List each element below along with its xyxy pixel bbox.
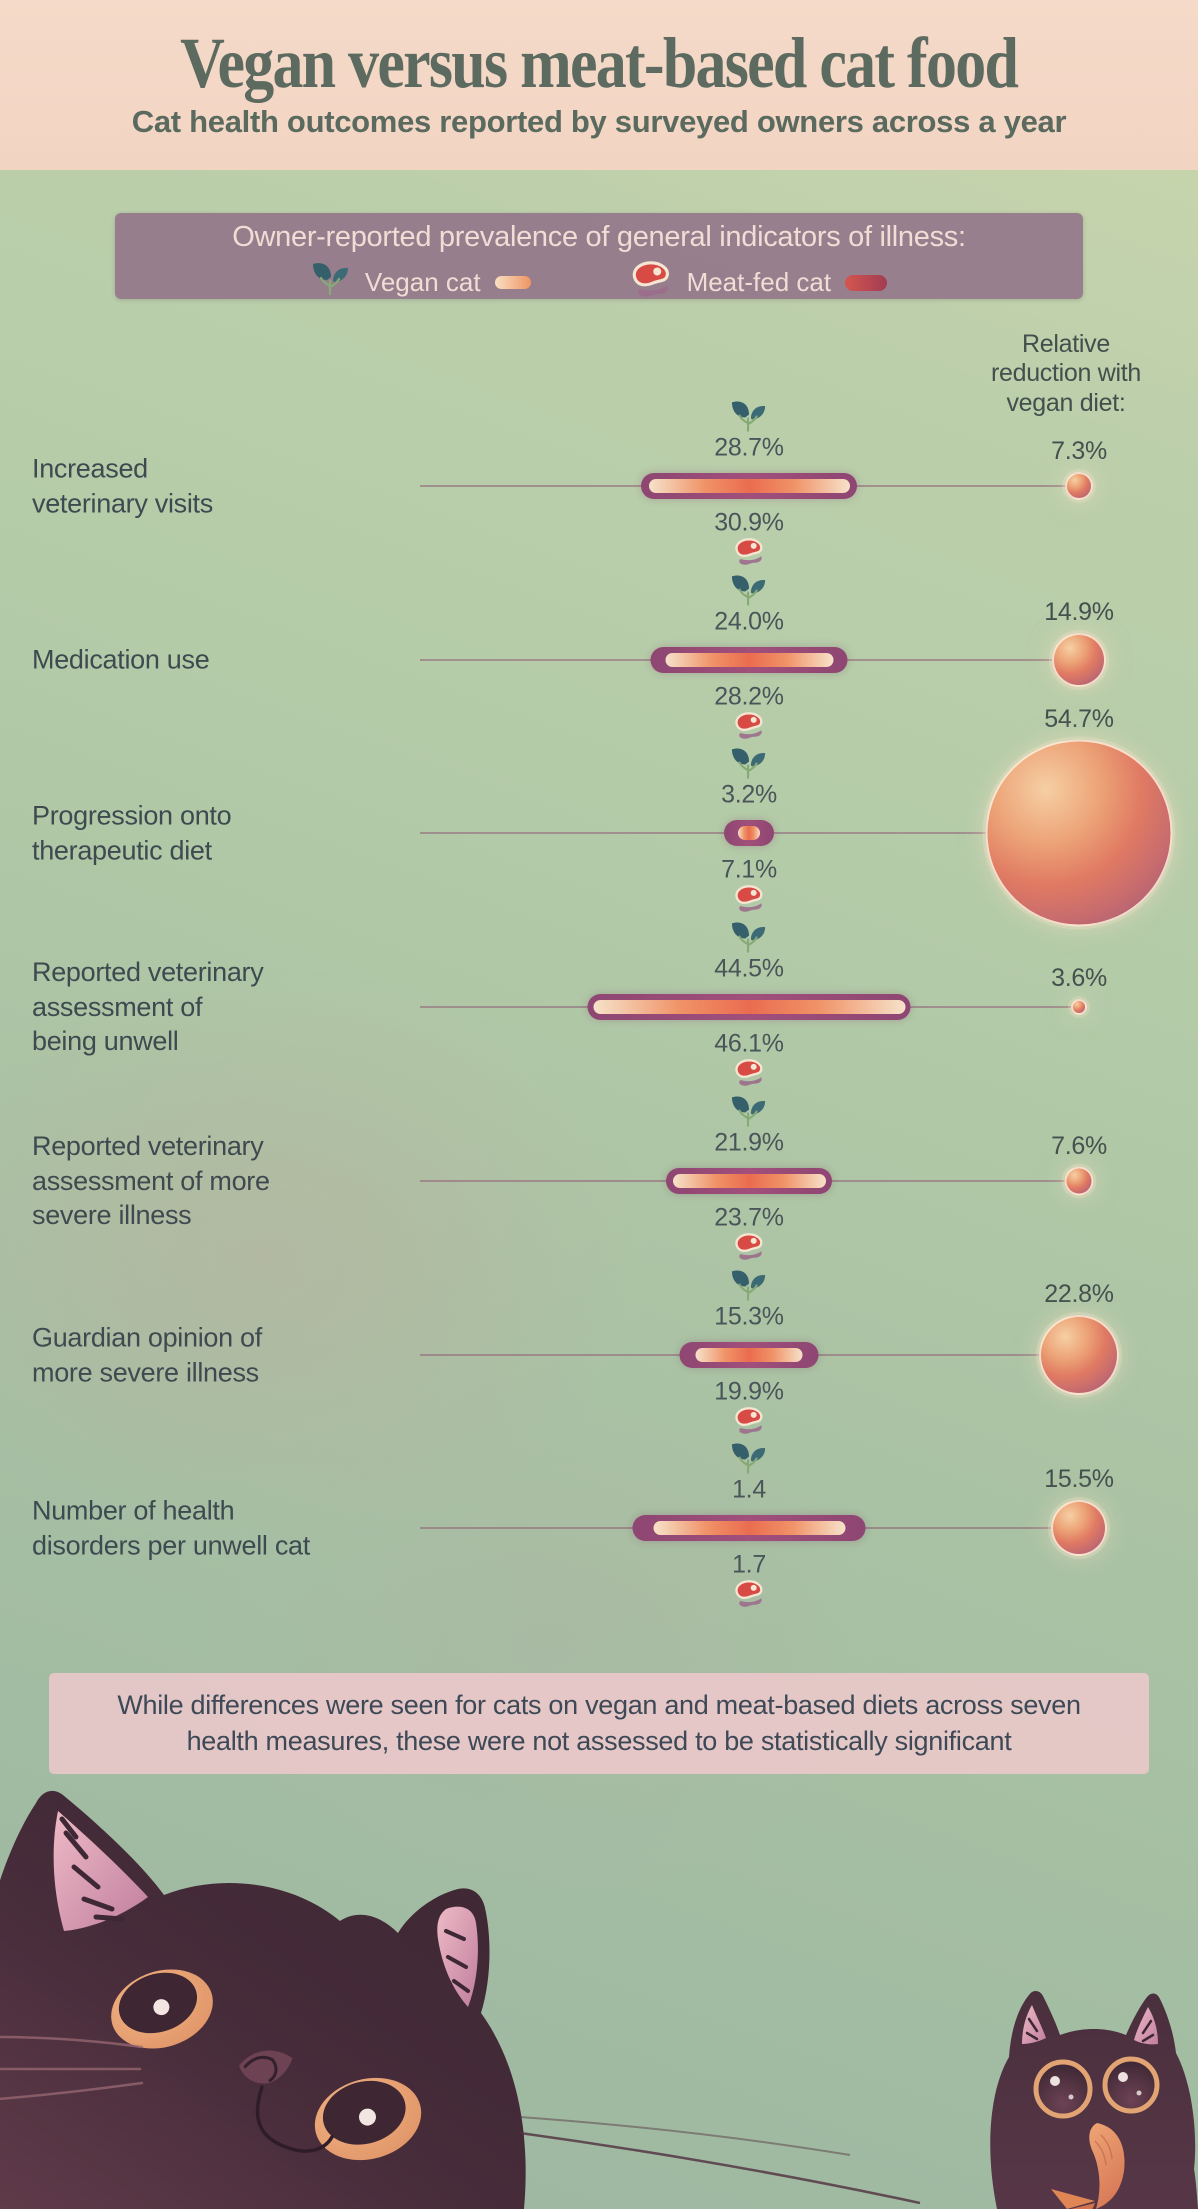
steak-icon	[733, 884, 765, 919]
leaf-icon	[730, 1441, 768, 1482]
meat-bar	[666, 1168, 832, 1194]
vegan-bar	[593, 1000, 905, 1014]
row-label: Number of health disorders per unwell ca…	[32, 1495, 310, 1560]
leaf-icon	[311, 260, 351, 305]
reduction-value-label: 3.6%	[1051, 964, 1107, 992]
vegan-value-label: 15.3%	[714, 1302, 784, 1331]
vegan-value-label: 44.5%	[714, 954, 784, 983]
reduction-value-label: 7.6%	[1051, 1131, 1107, 1160]
vegan-bar	[672, 1174, 826, 1188]
leaf-icon	[730, 399, 768, 440]
steak-icon	[733, 1406, 765, 1441]
leaf-icon	[730, 920, 768, 961]
cat-whisker-lines	[520, 2116, 921, 2205]
meat-bar	[679, 1342, 819, 1368]
page-subtitle: Cat health outcomes reported by surveyed…	[131, 104, 1067, 139]
vegan-bar	[738, 826, 760, 840]
legend-vegan-label: Vegan cat	[364, 267, 481, 297]
meat-pill-swatch	[845, 274, 888, 291]
reduction-circle	[1051, 1500, 1107, 1556]
reduction-circle	[1071, 999, 1087, 1015]
reduction-circle	[1064, 1166, 1094, 1196]
steak-icon	[733, 1058, 765, 1093]
leaf-icon	[730, 746, 768, 787]
steak-icon	[733, 1579, 765, 1614]
reduction-value-label: 54.7%	[1044, 704, 1114, 733]
steak-icon	[629, 259, 673, 306]
meat-bar	[724, 820, 774, 846]
meat-value-label: 7.1%	[721, 855, 777, 884]
reduction-circle	[1052, 633, 1106, 687]
vegan-bar	[695, 1348, 803, 1362]
meat-value-label: 28.2%	[714, 682, 784, 711]
reduction-circle	[1039, 1315, 1119, 1395]
legend-row: Vegan cat Meat-fed cat	[115, 259, 1083, 306]
leaf-icon	[730, 1268, 768, 1309]
steak-icon	[733, 1232, 765, 1267]
meat-bar	[632, 1515, 866, 1541]
vegan-pill-swatch	[494, 276, 531, 289]
legend-meat-label: Meat-fed cat	[686, 267, 832, 297]
vegan-value-label: 28.7%	[714, 433, 784, 462]
meat-bar	[641, 473, 857, 499]
vegan-value-label: 3.2%	[721, 780, 777, 809]
leaf-icon	[730, 1094, 768, 1135]
reduction-value-label: 14.9%	[1044, 598, 1114, 626]
meat-value-label: 19.9%	[714, 1377, 784, 1406]
meat-value-label: 30.9%	[714, 508, 784, 537]
large-cat-illustration	[0, 1790, 526, 2209]
legend-title: Owner-reported prevalence of general ind…	[232, 221, 966, 253]
row-label: Progression onto therapeutic diet	[32, 800, 232, 865]
leaf-icon	[730, 573, 768, 614]
meat-value-label: 23.7%	[714, 1203, 784, 1232]
vegan-value-label: 21.9%	[714, 1128, 784, 1157]
vegan-bar	[653, 1521, 845, 1535]
reduction-value-label: 22.8%	[1044, 1280, 1114, 1308]
header-band	[0, 0, 1198, 170]
small-cat-with-fish-illustration	[990, 1990, 1198, 2209]
meat-bar	[650, 647, 848, 673]
row-label: Increased veterinary visits	[32, 453, 213, 518]
note-box: While differences were seen for cats on …	[49, 1673, 1149, 1774]
legend-box: Owner-reported prevalence of general ind…	[115, 213, 1083, 299]
meat-bar	[587, 994, 911, 1020]
reduction-circle	[1065, 472, 1093, 500]
row-label: Medication use	[32, 644, 210, 675]
vegan-value-label: 24.0%	[714, 607, 784, 636]
meat-value-label: 46.1%	[714, 1029, 784, 1058]
page-title: Vegan versus meat-based cat food	[180, 23, 1019, 103]
vegan-value-label: 1.4	[732, 1475, 766, 1504]
row-label: Reported veterinary assessment of being …	[32, 957, 264, 1057]
vegan-bar	[648, 479, 850, 493]
row-label: Reported veterinary assessment of more s…	[32, 1131, 270, 1231]
reduction-column-header: Relative reduction with vegan diet:	[990, 330, 1142, 417]
row-label: Guardian opinion of more severe illness	[32, 1322, 262, 1387]
meat-value-label: 1.7	[732, 1550, 766, 1579]
steak-icon	[733, 711, 765, 746]
reduction-circle	[985, 739, 1173, 927]
reduction-value-label: 15.5%	[1044, 1465, 1114, 1493]
vegan-bar	[665, 653, 833, 667]
steak-icon	[733, 537, 765, 572]
reduction-value-label: 7.3%	[1051, 437, 1107, 465]
